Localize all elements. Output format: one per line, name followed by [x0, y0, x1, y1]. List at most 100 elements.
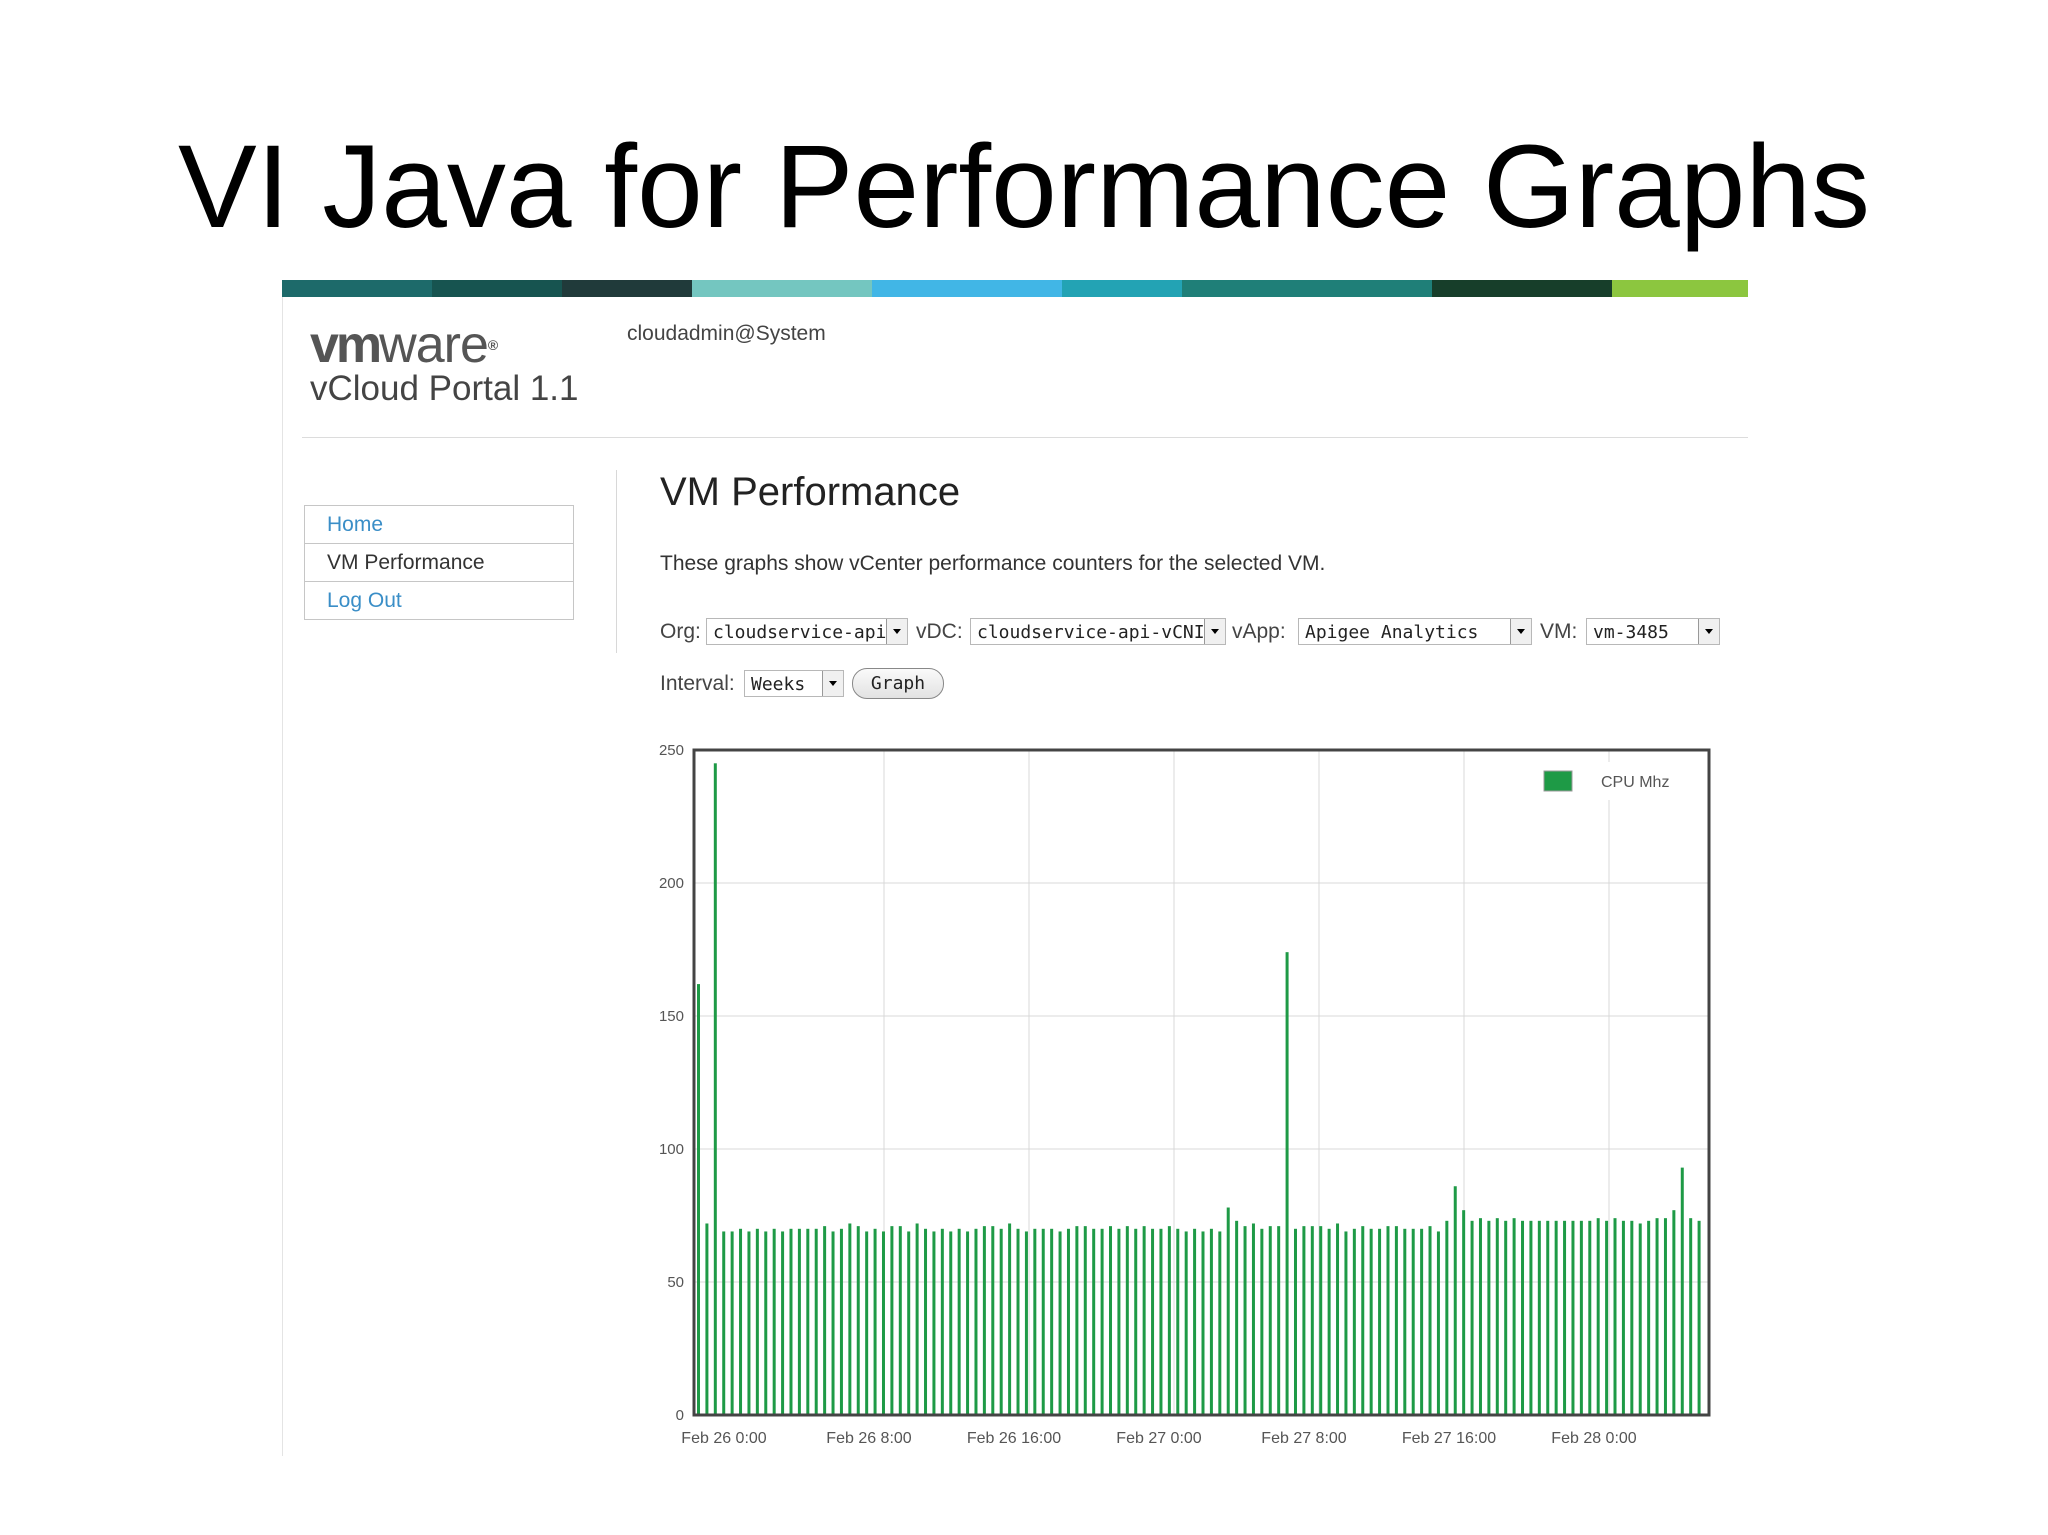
bar [1369, 1228, 1373, 1415]
bar [1327, 1228, 1331, 1415]
bar [1268, 1226, 1272, 1415]
cpu-performance-chart: 0 50 100 150 200 250 Feb 26 0:00 Feb 26 8:00 Feb… [659, 742, 1711, 1447]
vm-label: VM: [1540, 620, 1578, 643]
bar [1066, 1228, 1070, 1415]
logo-vm-text: vm [310, 316, 382, 374]
bar [730, 1231, 734, 1415]
bar [1512, 1218, 1516, 1415]
bar [1680, 1167, 1684, 1415]
vm-select[interactable]: vm-3485 [1586, 618, 1720, 645]
bar [1218, 1231, 1222, 1415]
portal-screenshot: vmware® vCloud Portal 1.1 cloudadmin@Sys… [282, 280, 1748, 1456]
x-tick-label: Feb 26 8:00 [826, 1430, 912, 1447]
bar [1109, 1226, 1113, 1415]
bar [1663, 1218, 1667, 1415]
bar [1495, 1218, 1499, 1415]
y-tick-label: 250 [659, 742, 684, 759]
vapp-select[interactable]: Apigee Analytics [1298, 618, 1532, 645]
y-tick-label: 200 [659, 875, 684, 892]
interval-select[interactable]: Weeks [744, 670, 844, 697]
bar [713, 763, 717, 1415]
bar [924, 1228, 928, 1415]
bar [823, 1226, 827, 1415]
vdc-select[interactable]: cloudservice-api-vCNI [970, 618, 1226, 645]
legend-label: CPU Mhz [1601, 774, 1669, 791]
vapp-label: vApp: [1232, 620, 1286, 643]
bar [974, 1228, 978, 1415]
bar [1420, 1228, 1424, 1415]
bar [764, 1231, 768, 1415]
bar [982, 1226, 986, 1415]
bar [991, 1226, 995, 1415]
slide-title: VI Java for Performance Graphs [177, 121, 1871, 253]
bar [705, 1223, 709, 1415]
bar [1293, 1228, 1297, 1415]
org-select[interactable]: cloudservice-api [706, 618, 908, 645]
current-user: cloudadmin@System [627, 322, 826, 345]
bar [966, 1231, 970, 1415]
bar [1504, 1220, 1508, 1415]
bar [1151, 1228, 1155, 1415]
color-banner [282, 280, 1748, 297]
bar [1630, 1220, 1634, 1415]
page-title: VM Performance [660, 470, 961, 514]
bar [755, 1228, 759, 1415]
legend-swatch [1543, 770, 1573, 792]
bar [1697, 1220, 1701, 1415]
chevron-down-icon [1510, 619, 1531, 644]
banner-stripe [1432, 280, 1612, 297]
bar [1243, 1226, 1247, 1415]
bar [722, 1231, 726, 1415]
banner-stripe [282, 280, 432, 297]
bar [1453, 1186, 1457, 1415]
bar [1075, 1226, 1079, 1415]
bar [1277, 1226, 1281, 1415]
sidebar-item-vm-performance[interactable]: VM Performance [305, 544, 573, 582]
bar [1386, 1226, 1390, 1415]
bar [1672, 1210, 1676, 1415]
bar [1176, 1228, 1180, 1415]
bar [1184, 1231, 1188, 1415]
bar [1403, 1228, 1407, 1415]
bar [1529, 1220, 1533, 1415]
bar [1083, 1226, 1087, 1415]
bar [1125, 1226, 1129, 1415]
bar [1546, 1220, 1550, 1415]
bar [1100, 1228, 1104, 1415]
bar [1378, 1228, 1382, 1415]
bar [1251, 1223, 1255, 1415]
sidebar-item-home[interactable]: Home [305, 506, 573, 544]
page-description: These graphs show vCenter performance co… [660, 552, 1326, 575]
vdc-label: vDC: [916, 620, 963, 643]
bar [1554, 1220, 1558, 1415]
graph-button[interactable]: Graph [852, 668, 944, 699]
bar [1436, 1231, 1440, 1415]
bar [747, 1231, 751, 1415]
banner-stripe [872, 280, 1062, 297]
bar [1226, 1207, 1230, 1415]
bar [890, 1226, 894, 1415]
interval-select-value: Weeks [751, 674, 806, 695]
bar [1596, 1218, 1600, 1415]
bar [1209, 1228, 1213, 1415]
bar [907, 1231, 911, 1415]
y-tick-label: 100 [659, 1141, 684, 1158]
bar [1638, 1223, 1642, 1415]
chevron-down-icon [886, 619, 907, 644]
bar [873, 1228, 877, 1415]
bar [848, 1223, 852, 1415]
bar [999, 1228, 1003, 1415]
y-tick-label: 50 [667, 1274, 684, 1291]
frame-left-border [282, 297, 283, 1456]
bar [1478, 1218, 1482, 1415]
bar [1008, 1223, 1012, 1415]
sidebar-item-log-out[interactable]: Log Out [327, 589, 402, 612]
bar [949, 1231, 953, 1415]
bar [1302, 1226, 1306, 1415]
vm-select-value: vm-3485 [1593, 622, 1669, 643]
bar [797, 1228, 801, 1415]
banner-stripe [1062, 280, 1182, 297]
bar [1201, 1231, 1205, 1415]
bar [865, 1231, 869, 1415]
org-select-value: cloudservice-api [713, 622, 887, 643]
